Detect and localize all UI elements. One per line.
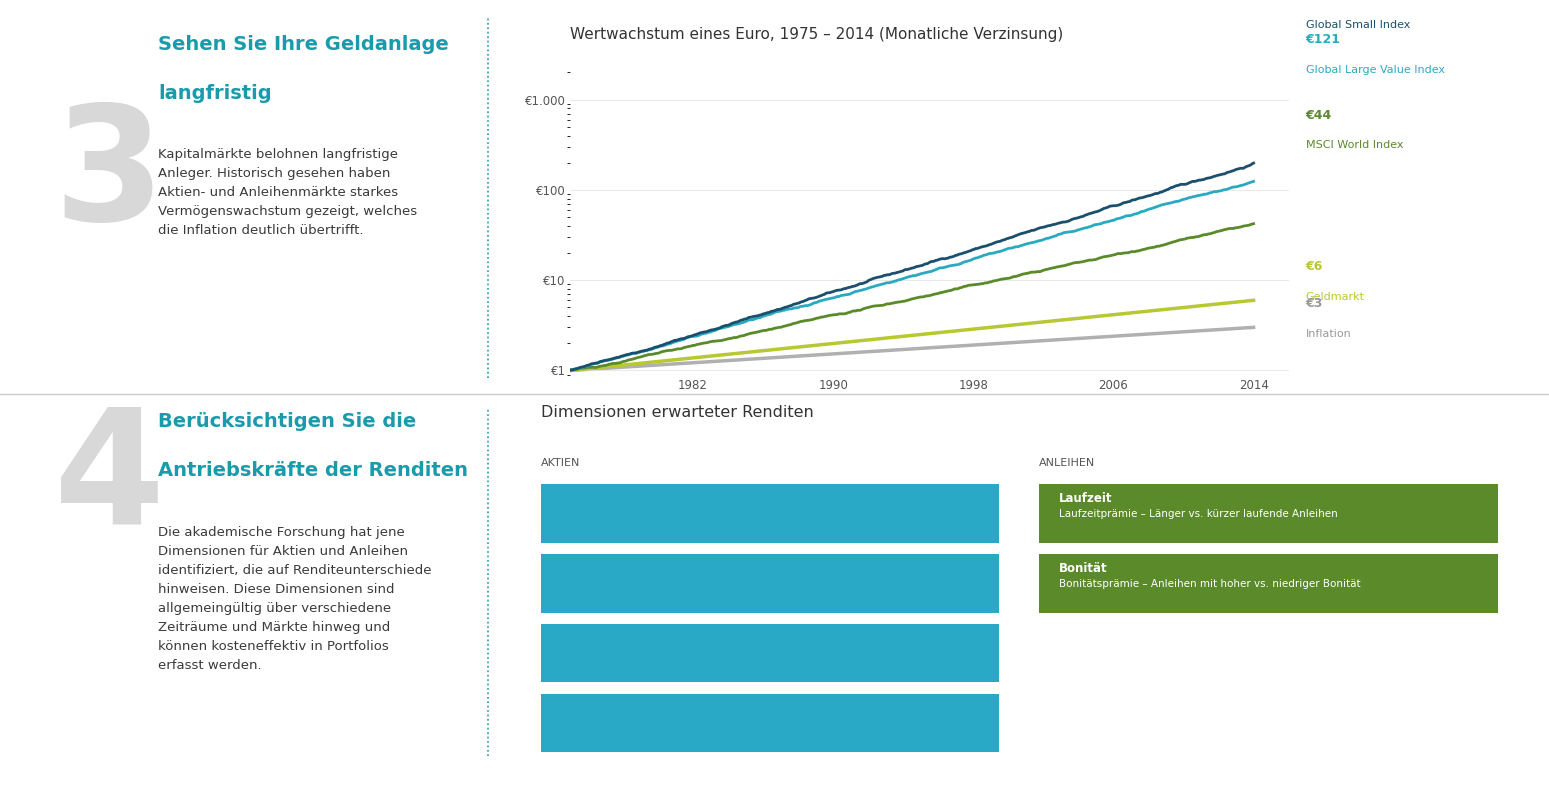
FancyBboxPatch shape <box>1039 484 1498 543</box>
Text: Global Small Index: Global Small Index <box>1306 20 1410 30</box>
FancyBboxPatch shape <box>1039 554 1498 612</box>
Text: 3: 3 <box>54 99 164 254</box>
FancyBboxPatch shape <box>541 554 999 612</box>
Text: €3: €3 <box>1306 297 1323 310</box>
Text: €6: €6 <box>1306 260 1323 272</box>
Text: 4: 4 <box>54 401 164 556</box>
Text: Bonität: Bonität <box>1060 563 1108 575</box>
Text: Berücksichtigen Sie die: Berücksichtigen Sie die <box>158 412 417 431</box>
FancyBboxPatch shape <box>541 624 999 682</box>
FancyBboxPatch shape <box>541 694 999 752</box>
Text: AKTIEN: AKTIEN <box>541 458 579 467</box>
Text: Dimensionen erwarteter Renditen: Dimensionen erwarteter Renditen <box>541 405 813 419</box>
Text: Global Large Value Index: Global Large Value Index <box>1306 65 1445 75</box>
Text: Antriebskräfte der Renditen: Antriebskräfte der Renditen <box>158 461 468 481</box>
Text: Geldmarkt: Geldmarkt <box>1306 291 1365 301</box>
FancyBboxPatch shape <box>541 484 999 543</box>
Text: Bonitätsprämie – Anleihen mit hoher vs. niedriger Bonität: Bonitätsprämie – Anleihen mit hoher vs. … <box>1060 578 1362 589</box>
Text: Sehen Sie Ihre Geldanlage: Sehen Sie Ihre Geldanlage <box>158 35 449 54</box>
Text: Laufzeit: Laufzeit <box>1060 493 1112 505</box>
Text: Inflation: Inflation <box>1306 329 1351 339</box>
Text: Kapitalmärkte belohnen langfristige
Anleger. Historisch gesehen haben
Aktien- un: Kapitalmärkte belohnen langfristige Anle… <box>158 148 417 237</box>
Text: Laufzeitprämie – Länger vs. kürzer laufende Anleihen: Laufzeitprämie – Länger vs. kürzer laufe… <box>1060 508 1338 519</box>
Text: €44: €44 <box>1306 109 1332 121</box>
Text: ANLEIHEN: ANLEIHEN <box>1039 458 1095 467</box>
Text: langfristig: langfristig <box>158 83 271 103</box>
Text: Wertwachstum eines Euro, 1975 – 2014 (Monatliche Verzinsung): Wertwachstum eines Euro, 1975 – 2014 (Mo… <box>570 27 1064 42</box>
Text: €121: €121 <box>1306 33 1340 46</box>
Text: Die akademische Forschung hat jene
Dimensionen für Aktien und Anleihen
identifiz: Die akademische Forschung hat jene Dimen… <box>158 526 432 672</box>
Text: MSCI World Index: MSCI World Index <box>1306 140 1403 150</box>
